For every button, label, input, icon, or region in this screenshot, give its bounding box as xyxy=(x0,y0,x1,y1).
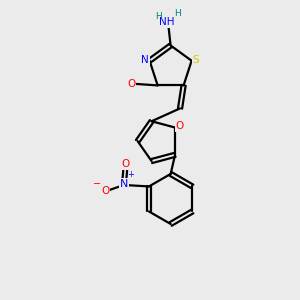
Text: H: H xyxy=(174,9,181,18)
Text: O: O xyxy=(121,159,130,170)
Text: −: − xyxy=(93,179,101,189)
Text: O: O xyxy=(101,186,109,196)
Text: NH: NH xyxy=(159,17,175,27)
Text: S: S xyxy=(192,55,199,65)
Text: H: H xyxy=(155,11,162,20)
Text: N: N xyxy=(120,178,128,188)
Text: O: O xyxy=(127,79,135,89)
Text: N: N xyxy=(141,55,149,65)
Text: +: + xyxy=(127,170,134,179)
Text: O: O xyxy=(176,121,184,131)
